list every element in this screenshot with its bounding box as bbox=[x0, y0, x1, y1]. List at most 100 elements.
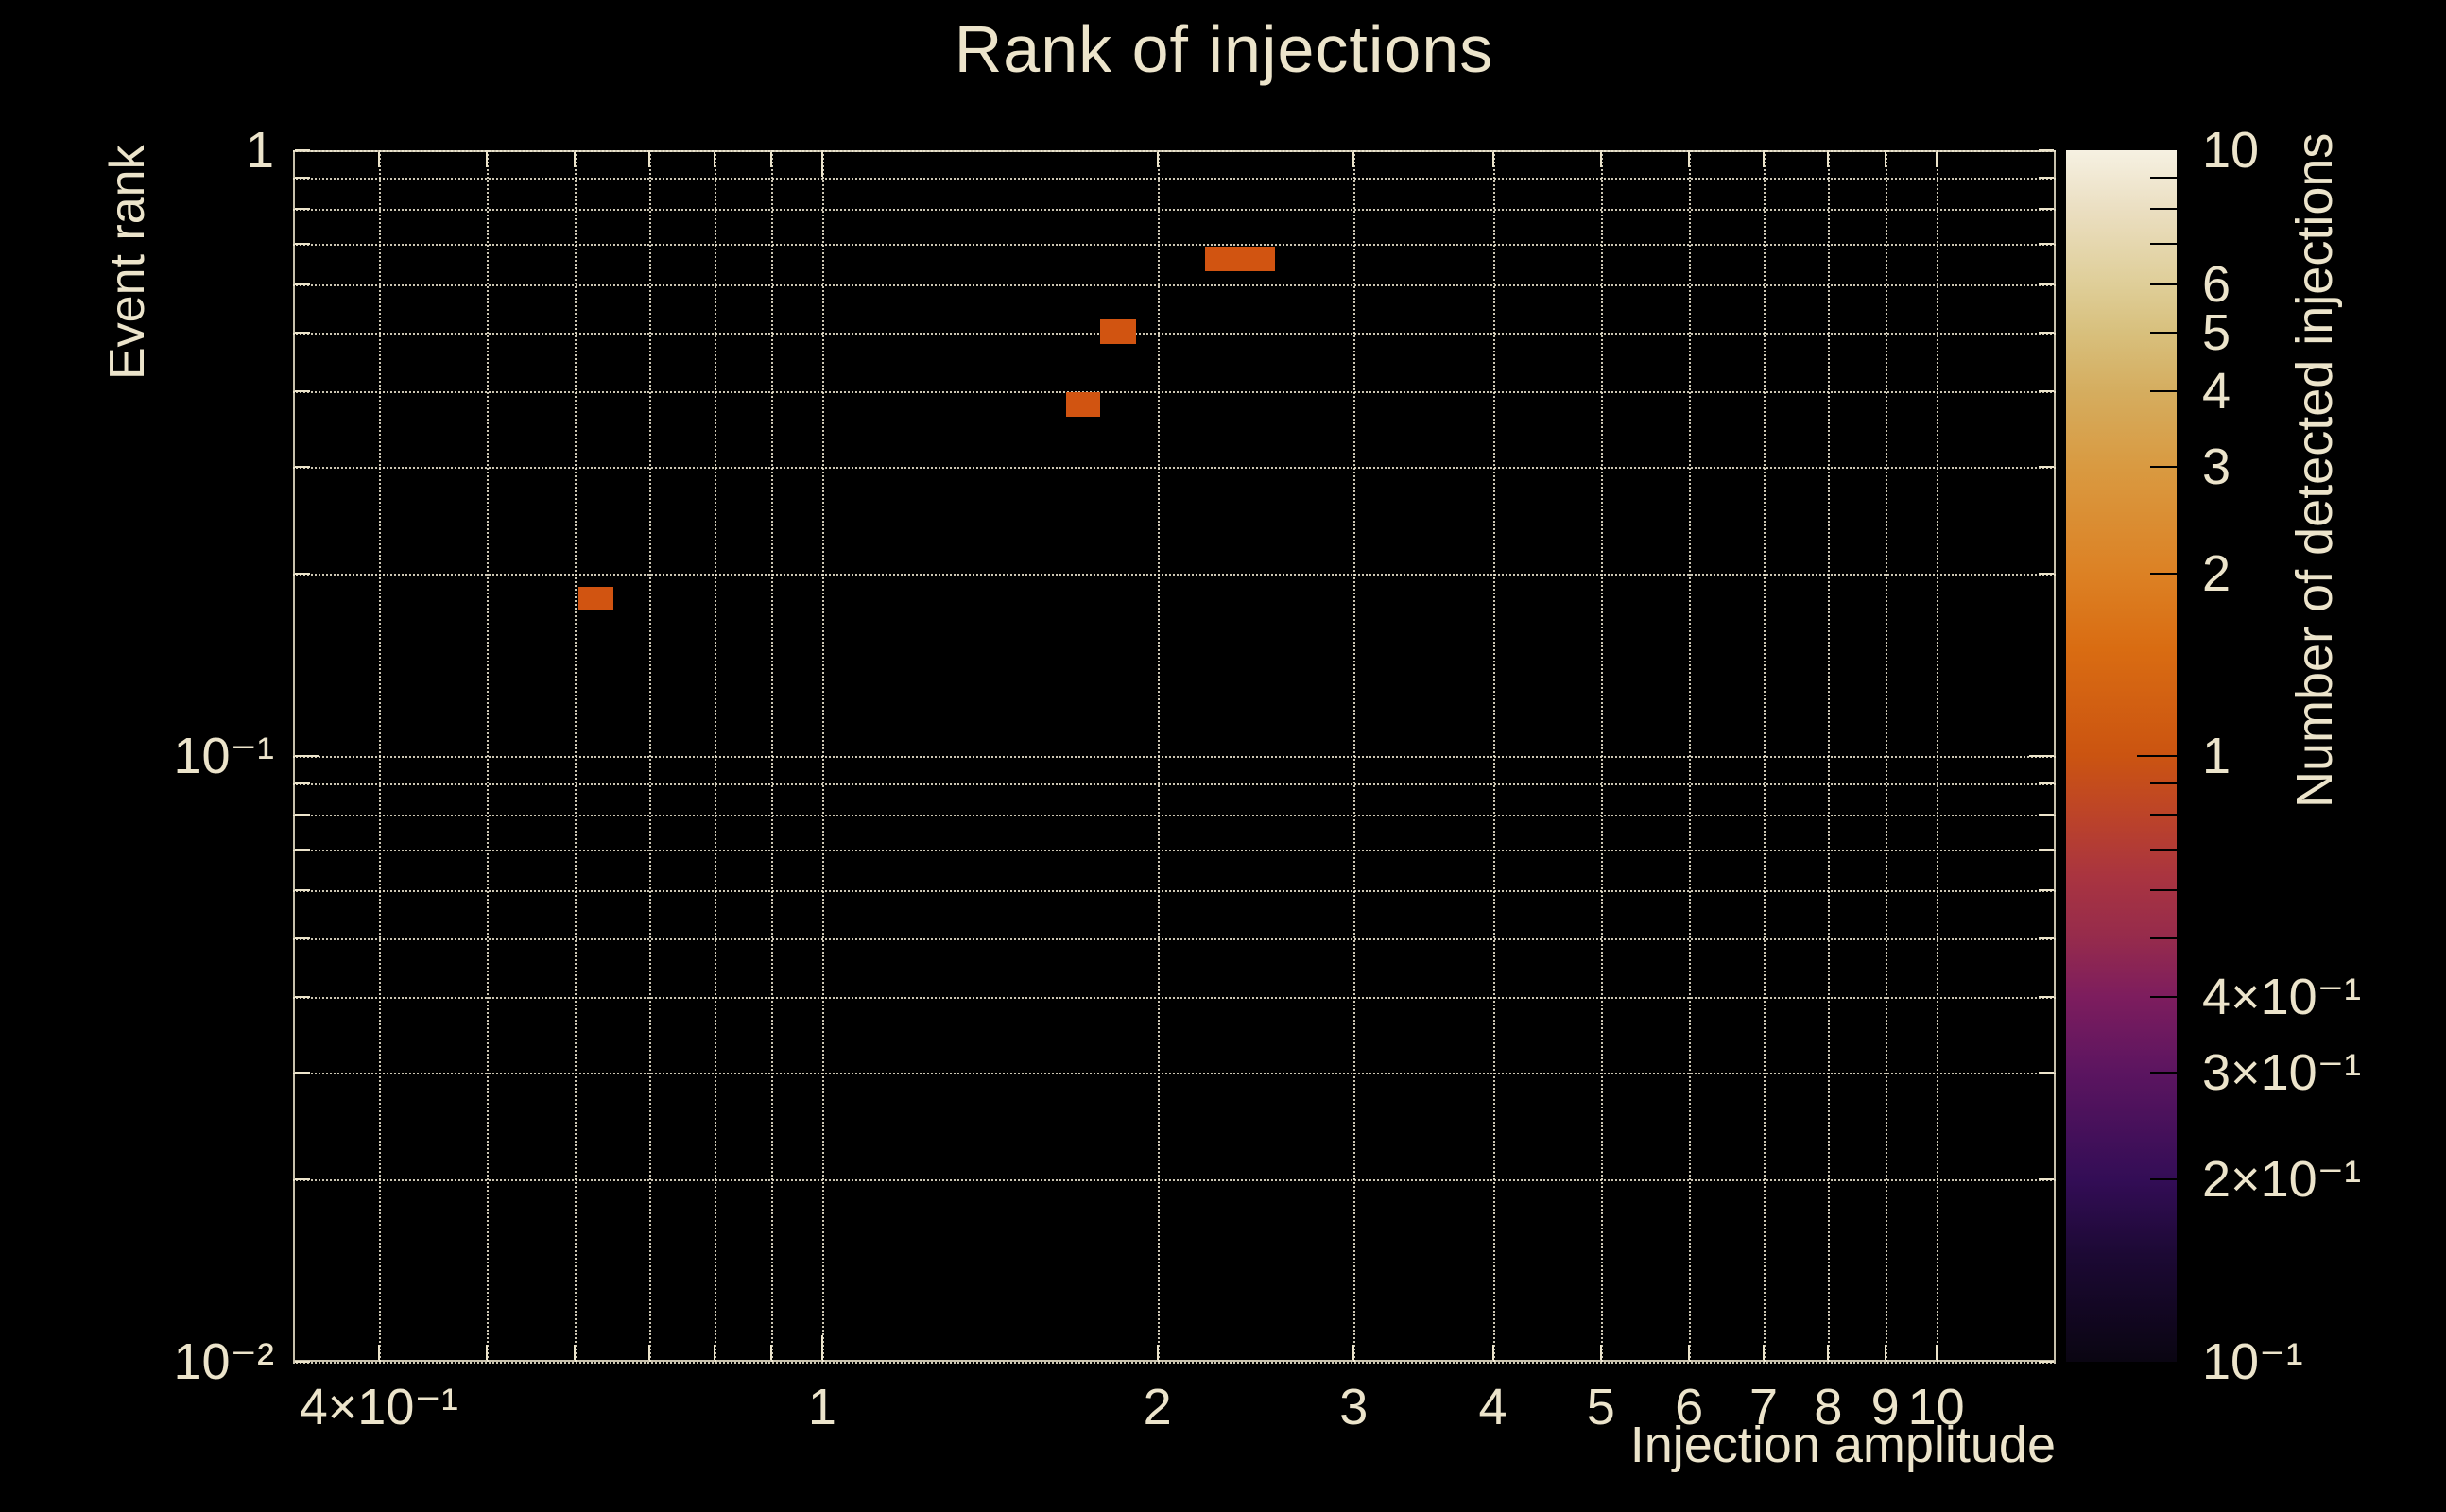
x-tick-mark-top bbox=[1599, 152, 1602, 167]
y-gridline bbox=[293, 783, 2056, 786]
colorbar-tick-label: 2 bbox=[2202, 545, 2231, 603]
x-tick-mark-top bbox=[1884, 152, 1886, 167]
y-gridline bbox=[293, 178, 2056, 180]
x-tick-label: 6 bbox=[1675, 1379, 1704, 1435]
y-tick-mark-right bbox=[2039, 466, 2054, 469]
x-tick-mark bbox=[1156, 1345, 1159, 1360]
y-tick-label: 10⁻² bbox=[173, 1333, 274, 1390]
y-tick-mark bbox=[295, 849, 310, 851]
y-gridline bbox=[293, 815, 2056, 817]
x-tick-mark-top bbox=[1763, 152, 1766, 167]
x-tick-mark bbox=[713, 1345, 715, 1360]
x-tick-label: 1 bbox=[807, 1379, 836, 1435]
x-tick-mark bbox=[574, 1345, 577, 1360]
colorbar-tick-mark bbox=[2150, 996, 2177, 999]
x-tick-mark bbox=[1599, 1345, 1602, 1360]
y-tick-mark bbox=[295, 208, 310, 211]
y-tick-mark bbox=[295, 755, 319, 757]
y-tick-mark bbox=[295, 331, 310, 334]
x-tick-mark bbox=[486, 1345, 489, 1360]
x-tick-mark-top bbox=[1827, 152, 1830, 167]
y-tick-mark bbox=[295, 996, 310, 999]
x-tick-mark bbox=[820, 1335, 823, 1360]
x-tick-mark bbox=[1827, 1345, 1830, 1360]
y-gridline bbox=[293, 574, 2056, 576]
y-tick-label: 1 bbox=[245, 122, 274, 179]
colorbar-tick-mark bbox=[2150, 331, 2177, 334]
x-tick-mark-top bbox=[1688, 152, 1691, 167]
colorbar-tick-mark bbox=[2150, 466, 2177, 469]
heatmap-bin bbox=[1205, 247, 1275, 272]
x-tick-mark-top bbox=[713, 152, 715, 167]
y-tick-mark-right bbox=[2039, 573, 2054, 576]
colorbar-tick-label: 2×10⁻¹ bbox=[2202, 1151, 2362, 1209]
x-tick-mark-top bbox=[769, 152, 772, 167]
colorbar-tick-label: 5 bbox=[2202, 303, 2231, 361]
y-tick-mark bbox=[295, 889, 310, 892]
y-tick-label: 10⁻¹ bbox=[173, 728, 274, 784]
y-tick-mark bbox=[295, 1178, 310, 1181]
x-tick-mark bbox=[1935, 1345, 1938, 1360]
x-tick-label: 4 bbox=[1478, 1379, 1507, 1435]
heatmap-bin bbox=[1100, 319, 1136, 344]
colorbar-tick-mark bbox=[2150, 243, 2177, 246]
y-gridline bbox=[293, 209, 2056, 212]
x-tick-mark-top bbox=[1935, 152, 1938, 167]
colorbar-tick-mark bbox=[2150, 1072, 2177, 1074]
y-tick-mark-right bbox=[2039, 1361, 2054, 1363]
y-axis-label: Event rank bbox=[100, 145, 155, 380]
colorbar-tick-mark bbox=[2150, 936, 2177, 939]
heatmap-bin bbox=[577, 586, 613, 611]
colorbar-tick-mark bbox=[2150, 782, 2177, 785]
colorbar-tick-mark bbox=[2150, 573, 2177, 576]
colorbar-tick-mark bbox=[2150, 814, 2177, 816]
y-tick-mark-right bbox=[2039, 243, 2054, 246]
y-gridline bbox=[293, 756, 2056, 758]
colorbar-tick-mark bbox=[2137, 755, 2177, 757]
x-tick-mark bbox=[1491, 1345, 1494, 1360]
y-tick-mark bbox=[295, 814, 310, 816]
y-gridline bbox=[293, 1362, 2056, 1364]
colorbar-tick-label: 10⁻¹ bbox=[2202, 1333, 2303, 1390]
x-tick-label: 8 bbox=[1814, 1379, 1843, 1435]
x-tick-label: 3 bbox=[1339, 1379, 1369, 1435]
y-gridline bbox=[293, 244, 2056, 247]
x-tick-mark bbox=[1763, 1345, 1766, 1360]
y-tick-mark-right bbox=[2039, 996, 2054, 999]
x-tick-mark-top bbox=[486, 152, 489, 167]
y-tick-mark bbox=[295, 177, 310, 180]
chart-title: Rank of injections bbox=[954, 12, 1494, 86]
x-tick-mark bbox=[648, 1345, 651, 1360]
y-tick-mark bbox=[295, 243, 310, 246]
x-tick-mark bbox=[769, 1345, 772, 1360]
colorbar-tick-label: 10 bbox=[2202, 122, 2260, 179]
colorbar-tick-mark bbox=[2150, 390, 2177, 393]
y-tick-mark-right bbox=[2039, 1178, 2054, 1181]
colorbar-tick-mark bbox=[2150, 889, 2177, 892]
y-gridline bbox=[293, 150, 2056, 152]
x-tick-mark bbox=[1884, 1345, 1886, 1360]
x-tick-mark bbox=[377, 1345, 380, 1360]
x-tick-label: 7 bbox=[1749, 1379, 1779, 1435]
colorbar-tick-label: 6 bbox=[2202, 256, 2231, 314]
y-gridline bbox=[293, 890, 2056, 893]
x-tick-label: 10 bbox=[1907, 1379, 1965, 1435]
y-tick-mark-right bbox=[2029, 755, 2054, 757]
y-tick-mark-right bbox=[2039, 782, 2054, 785]
y-tick-mark bbox=[295, 1072, 310, 1074]
x-tick-label: 2 bbox=[1143, 1379, 1172, 1435]
y-tick-mark-right bbox=[2039, 208, 2054, 211]
y-tick-mark bbox=[295, 466, 310, 469]
y-tick-mark bbox=[295, 782, 310, 785]
x-tick-mark-top bbox=[1156, 152, 1159, 167]
y-tick-mark bbox=[295, 390, 310, 393]
y-tick-mark-right bbox=[2039, 177, 2054, 180]
colorbar-tick-mark bbox=[2150, 177, 2177, 180]
y-gridline bbox=[293, 937, 2056, 940]
y-gridline bbox=[293, 391, 2056, 394]
y-gridline bbox=[293, 1073, 2056, 1075]
colorbar-tick-mark bbox=[2150, 208, 2177, 211]
y-gridline bbox=[293, 332, 2056, 335]
y-tick-mark-right bbox=[2039, 149, 2054, 151]
